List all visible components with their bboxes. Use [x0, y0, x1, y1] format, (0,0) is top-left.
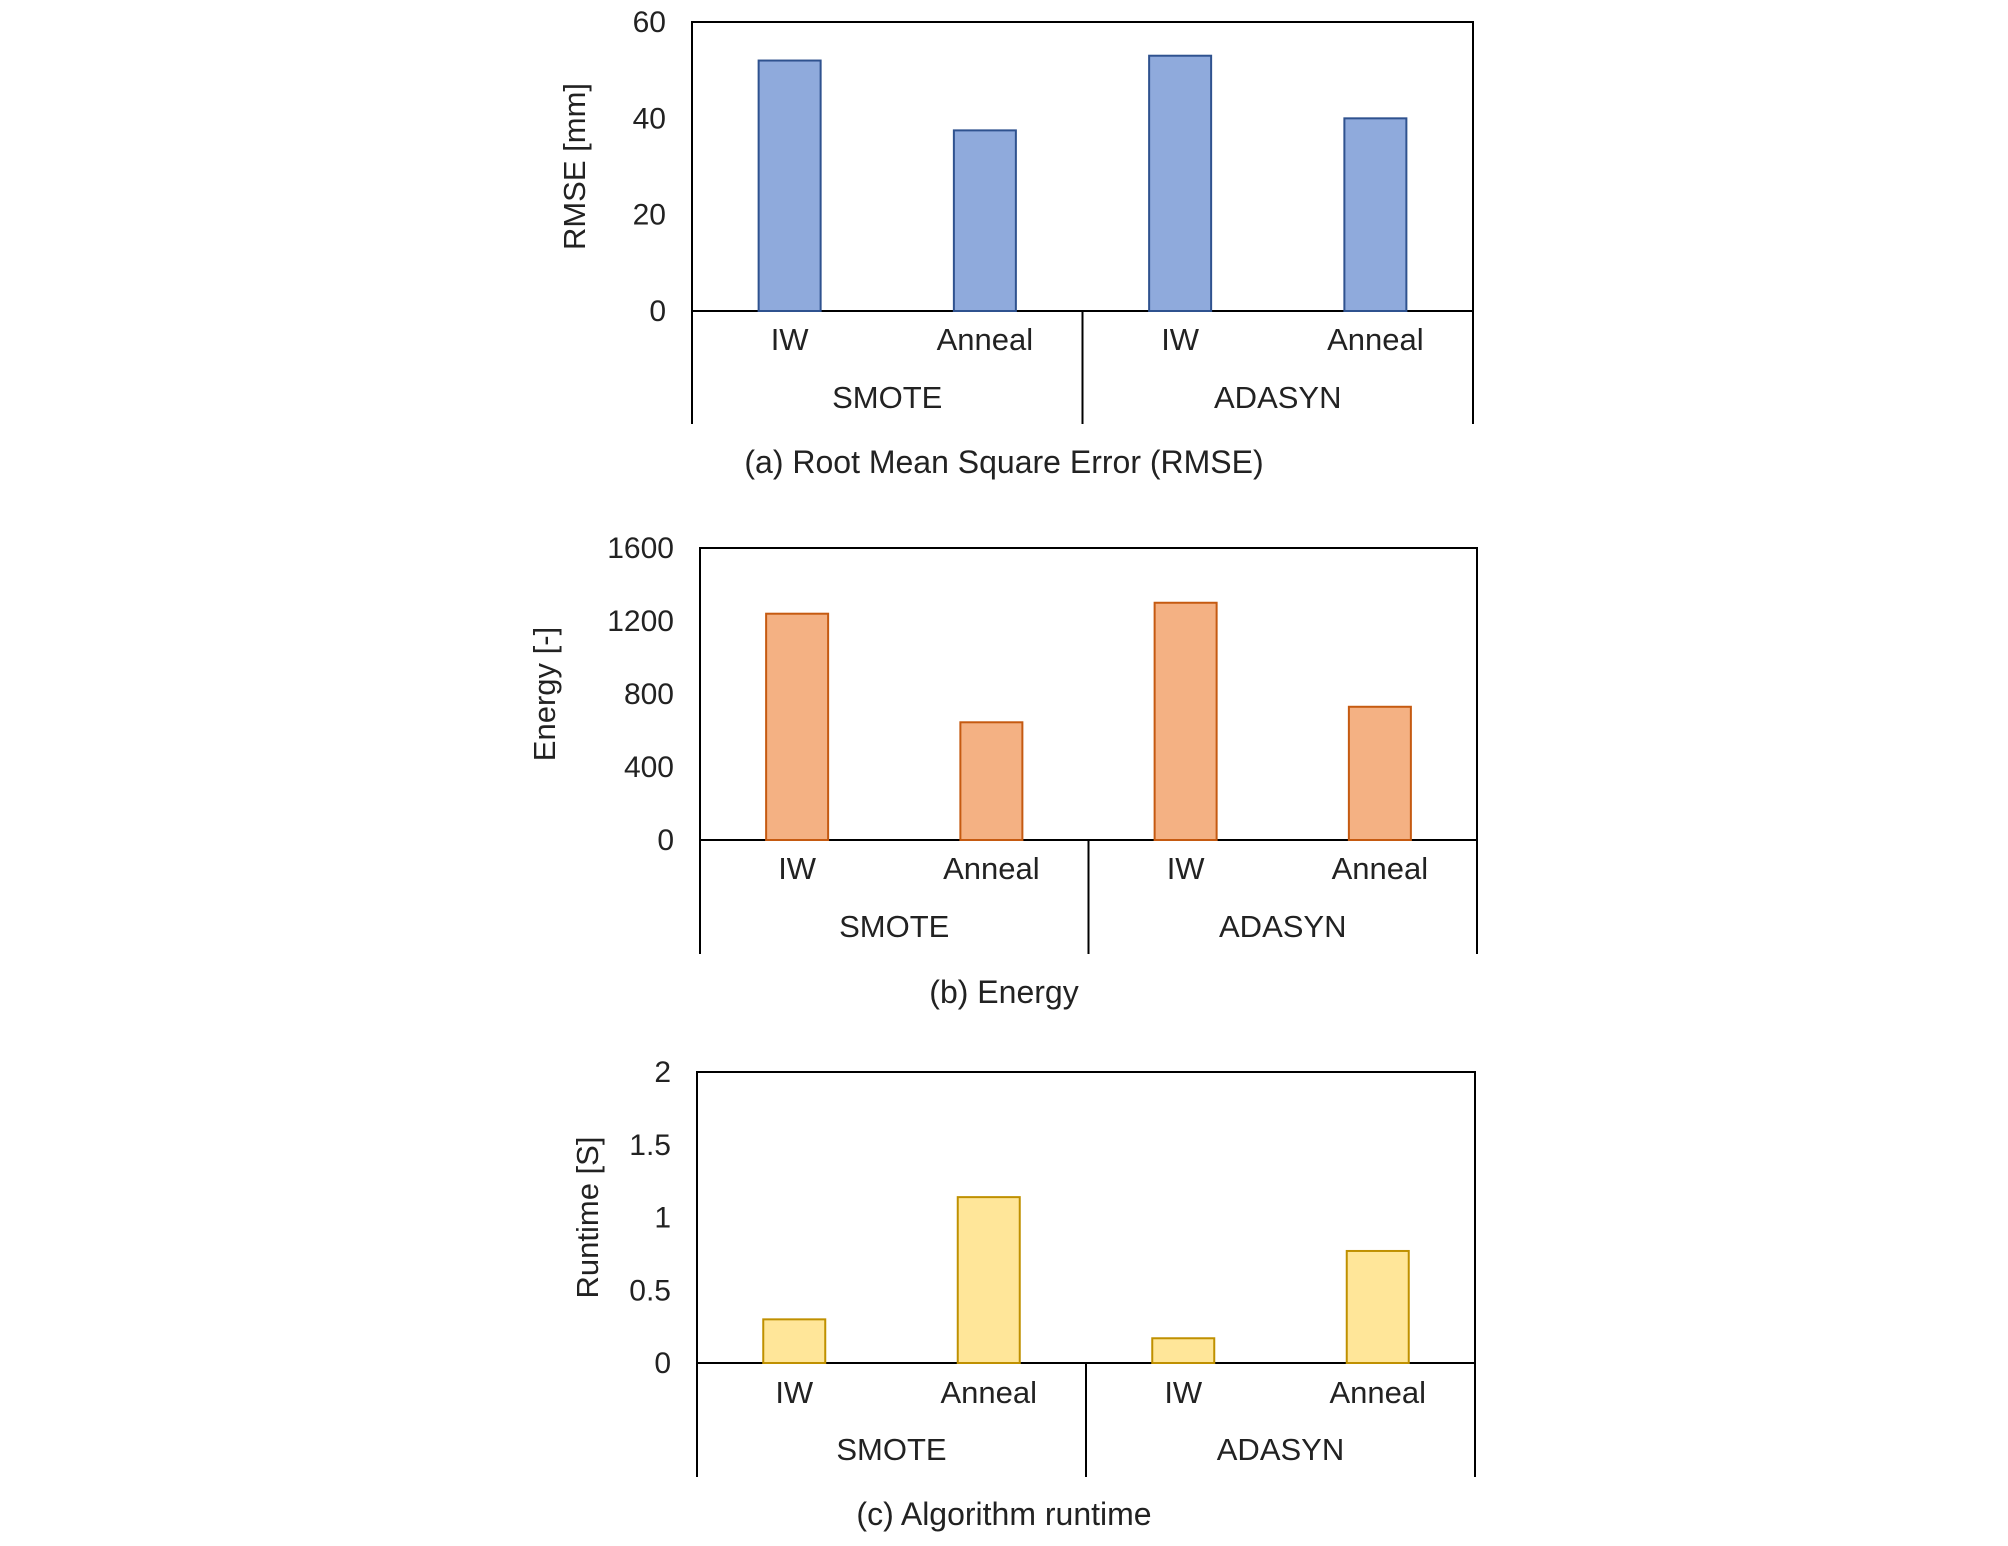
chart-3-ytick-label: 2: [654, 1056, 671, 1089]
chart-1-group-label: ADASYN: [1214, 380, 1341, 415]
chart-2-category-label: IW: [778, 851, 817, 886]
chart-2-ytick-label: 1200: [607, 605, 674, 638]
chart-3-category-label: IW: [775, 1375, 814, 1410]
chart-2-ytick-label: 1600: [607, 532, 674, 565]
chart-3-ytick-label: 0: [654, 1347, 671, 1380]
chart-2-category-label: IW: [1167, 851, 1206, 886]
chart-3-category-label: Anneal: [940, 1375, 1037, 1410]
chart-3-group-label: ADASYN: [1217, 1432, 1344, 1467]
chart-1-ytick-label: 40: [633, 102, 666, 135]
chart-3-bar: [956, 1196, 1021, 1364]
chart-3-y-axis-title: Runtime [S]: [570, 1137, 605, 1299]
chart-3-ytick-label: 1.5: [629, 1129, 671, 1162]
chart-3-caption: (c) Algorithm runtime: [856, 1496, 1151, 1532]
chart-3-category-label: Anneal: [1329, 1375, 1426, 1410]
chart-3-group-label: SMOTE: [836, 1432, 946, 1467]
chart-1-bar: [757, 59, 822, 312]
chart-3-bar: [762, 1318, 827, 1364]
chart-2-ytick-label: 800: [624, 678, 674, 711]
chart-1-ytick-label: 0: [649, 295, 666, 328]
chart-2-category-label: Anneal: [1332, 851, 1429, 886]
chart-2-bar: [1347, 705, 1412, 842]
chart-3-category-label: IW: [1164, 1375, 1203, 1410]
chart-3-bar: [1151, 1337, 1216, 1365]
chart-3-bar: [1345, 1249, 1410, 1364]
chart-1-category-label: Anneal: [1327, 322, 1424, 357]
chart-1-y-axis-title: RMSE [mm]: [557, 83, 592, 250]
chart-1-category-label: Anneal: [937, 322, 1034, 357]
chart-2-category-label: Anneal: [943, 851, 1040, 886]
chart-2-ytick-label: 0: [657, 824, 674, 857]
chart-1-category-label: IW: [1161, 322, 1200, 357]
chart-1-caption: (a) Root Mean Square Error (RMSE): [744, 444, 1263, 480]
chart-1-bar: [952, 129, 1017, 312]
chart-1-group-label: SMOTE: [832, 380, 942, 415]
chart-2-bar: [1153, 601, 1218, 841]
chart-1-bar: [1148, 54, 1213, 313]
chart-2-bar: [959, 721, 1024, 841]
chart-2-bar: [765, 612, 830, 842]
chart-3-ytick-label: 0.5: [629, 1274, 671, 1307]
chart-2-y-axis-title: Energy [-]: [527, 627, 562, 761]
chart-1-ytick-label: 20: [633, 199, 666, 232]
chart-1-ytick-label: 60: [633, 6, 666, 39]
chart-2-group-label: ADASYN: [1219, 909, 1346, 944]
chart-1-bar: [1343, 117, 1408, 313]
chart-2-caption: (b) Energy: [929, 974, 1078, 1010]
chart-1-category-label: IW: [771, 322, 810, 357]
chart-2-ytick-label: 400: [624, 751, 674, 784]
chart-2-group-label: SMOTE: [839, 909, 949, 944]
chart-3-ytick-label: 1: [654, 1202, 671, 1235]
